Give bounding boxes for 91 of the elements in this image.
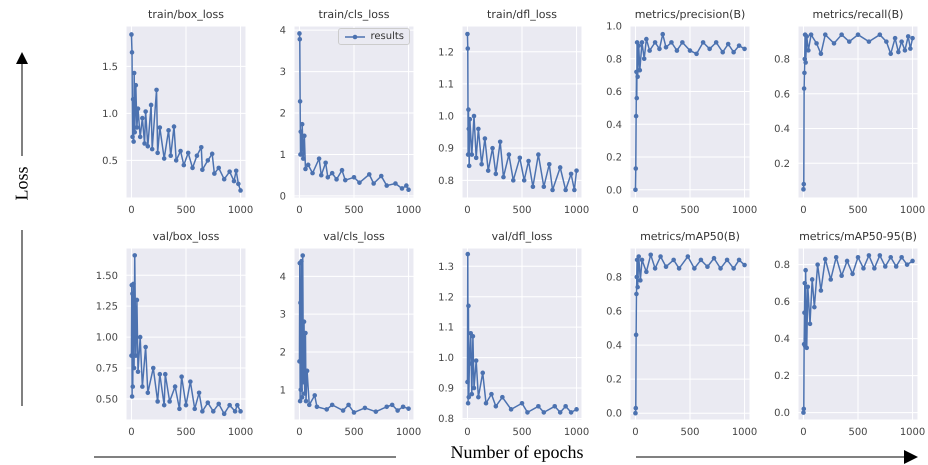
y-tick-label: 0.4 xyxy=(774,124,790,136)
x-tick-label: 0 xyxy=(296,205,303,216)
x-tick-label: 500 xyxy=(176,427,196,438)
y-tick-label: 1.0 xyxy=(438,112,454,123)
x-tick-label: 1000 xyxy=(900,427,926,438)
y-tick-label: 0.75 xyxy=(96,364,118,375)
x-tick-label: 0 xyxy=(464,427,471,438)
y-tick-label: 0.2 xyxy=(606,152,622,164)
y-tick-label: 1.0 xyxy=(606,22,622,33)
y-tick-label: 0.5 xyxy=(102,156,118,167)
x-tick-label: 0 xyxy=(800,427,807,438)
y-tick-label: 3 xyxy=(280,310,286,321)
x-tick-label: 1000 xyxy=(732,205,758,216)
y-tick-label: 1.1 xyxy=(438,322,454,334)
y-tick-label: 0.6 xyxy=(606,87,622,98)
x-tick-label: 0 xyxy=(128,205,135,216)
y-tick-label: 0.9 xyxy=(438,384,454,395)
x-tick-label: 0 xyxy=(800,205,807,216)
chart-title: metrics/mAP50-95(B) xyxy=(798,230,918,243)
y-tick-label: 0.4 xyxy=(606,340,622,352)
y-tick-label: 0.2 xyxy=(606,374,622,386)
y-tick-label: 1.50 xyxy=(96,270,118,282)
chart-title: metrics/precision(B) xyxy=(634,8,746,21)
y-tick-label: 1.00 xyxy=(96,332,118,344)
chart-title: train/dfl_loss xyxy=(486,8,558,21)
x-tick-label: 1000 xyxy=(228,205,254,216)
x-tick-label: 500 xyxy=(680,427,700,438)
x-tick-label: 500 xyxy=(344,427,364,438)
y-tick-label: 1.25 xyxy=(96,302,118,313)
y-tick-label: 0.4 xyxy=(606,120,622,131)
y-tick-label: 0.0 xyxy=(774,408,790,420)
legend-label: results xyxy=(370,31,404,42)
chart-title: train/cls_loss xyxy=(318,8,390,21)
y-tick-label: 1 xyxy=(280,150,286,162)
text: Loss xyxy=(12,166,32,200)
y-tick-label: 0.6 xyxy=(606,306,622,318)
x-tick-label: 1000 xyxy=(396,205,422,216)
y-tick-label: 0.2 xyxy=(774,371,790,382)
x-tick-label: 500 xyxy=(512,205,532,216)
y-tick-label: 0.8 xyxy=(438,414,454,426)
y-tick-label: 0.8 xyxy=(774,260,790,272)
y-tick-label: 4 xyxy=(280,26,286,37)
x-tick-label: 1000 xyxy=(396,427,422,438)
y-tick-label: 0.0 xyxy=(606,185,622,196)
y-tick-label: 0.8 xyxy=(606,54,622,66)
x-tick-label: 1000 xyxy=(228,427,254,438)
x-tick-label: 500 xyxy=(848,205,868,216)
text: Number of epochs xyxy=(450,442,584,463)
x-tick-label: 500 xyxy=(848,427,868,438)
y-tick-label: 0.8 xyxy=(774,54,790,66)
x-tick-label: 1000 xyxy=(564,205,590,216)
x-tick-label: 1000 xyxy=(732,427,758,438)
y-tick-label: 3 xyxy=(280,67,286,78)
y-tick-label: 2 xyxy=(280,348,286,359)
y-tick-label: 1.3 xyxy=(438,262,454,273)
y-tick-label: 1 xyxy=(280,385,286,396)
y-tick-label: 1.1 xyxy=(438,79,454,90)
chart-title: metrics/recall(B) xyxy=(812,8,904,21)
y-tick-label: 1.5 xyxy=(102,62,118,73)
chart-title: val/box_loss xyxy=(152,230,220,243)
y-tick-label: 0.8 xyxy=(606,272,622,284)
chart-title: val/dfl_loss xyxy=(490,230,554,243)
y-tick-label: 1.2 xyxy=(438,47,454,58)
y-tick-label: 0.0 xyxy=(606,408,622,420)
y-tick-label: 0.2 xyxy=(774,158,790,170)
y-tick-label: 0.50 xyxy=(96,394,118,406)
y-tick-label: 0.6 xyxy=(774,89,790,100)
x-tick-label: 500 xyxy=(680,205,700,216)
y-tick-label: 0.6 xyxy=(774,297,790,308)
y-tick-label: 0 xyxy=(280,191,286,202)
x-tick-label: 0 xyxy=(632,205,639,216)
x-tick-label: 1000 xyxy=(564,427,590,438)
chart-title: val/cls_loss xyxy=(322,230,386,243)
x-tick-label: 1000 xyxy=(900,205,926,216)
y-tick-label: 4 xyxy=(280,272,286,283)
y-tick-label: 1.0 xyxy=(102,108,118,120)
chart-title: train/box_loss xyxy=(147,8,225,21)
x-tick-label: 500 xyxy=(344,205,364,216)
x-tick-label: 0 xyxy=(128,427,135,438)
x-tick-label: 0 xyxy=(632,427,639,438)
y-tick-label: 1.0 xyxy=(438,353,454,364)
y-tick-label: 1.2 xyxy=(438,292,454,304)
x-tick-label: 500 xyxy=(512,427,532,438)
y-tick-label: 0.9 xyxy=(438,144,454,155)
y-tick-label: 0.4 xyxy=(774,334,790,346)
chart-title: metrics/mAP50(B) xyxy=(639,230,741,243)
x-tick-label: 500 xyxy=(176,205,196,216)
x-tick-label: 0 xyxy=(296,427,303,438)
x-tick-label: 0 xyxy=(464,205,471,216)
y-tick-label: 0.8 xyxy=(438,176,454,187)
y-tick-label: 2 xyxy=(280,108,286,120)
